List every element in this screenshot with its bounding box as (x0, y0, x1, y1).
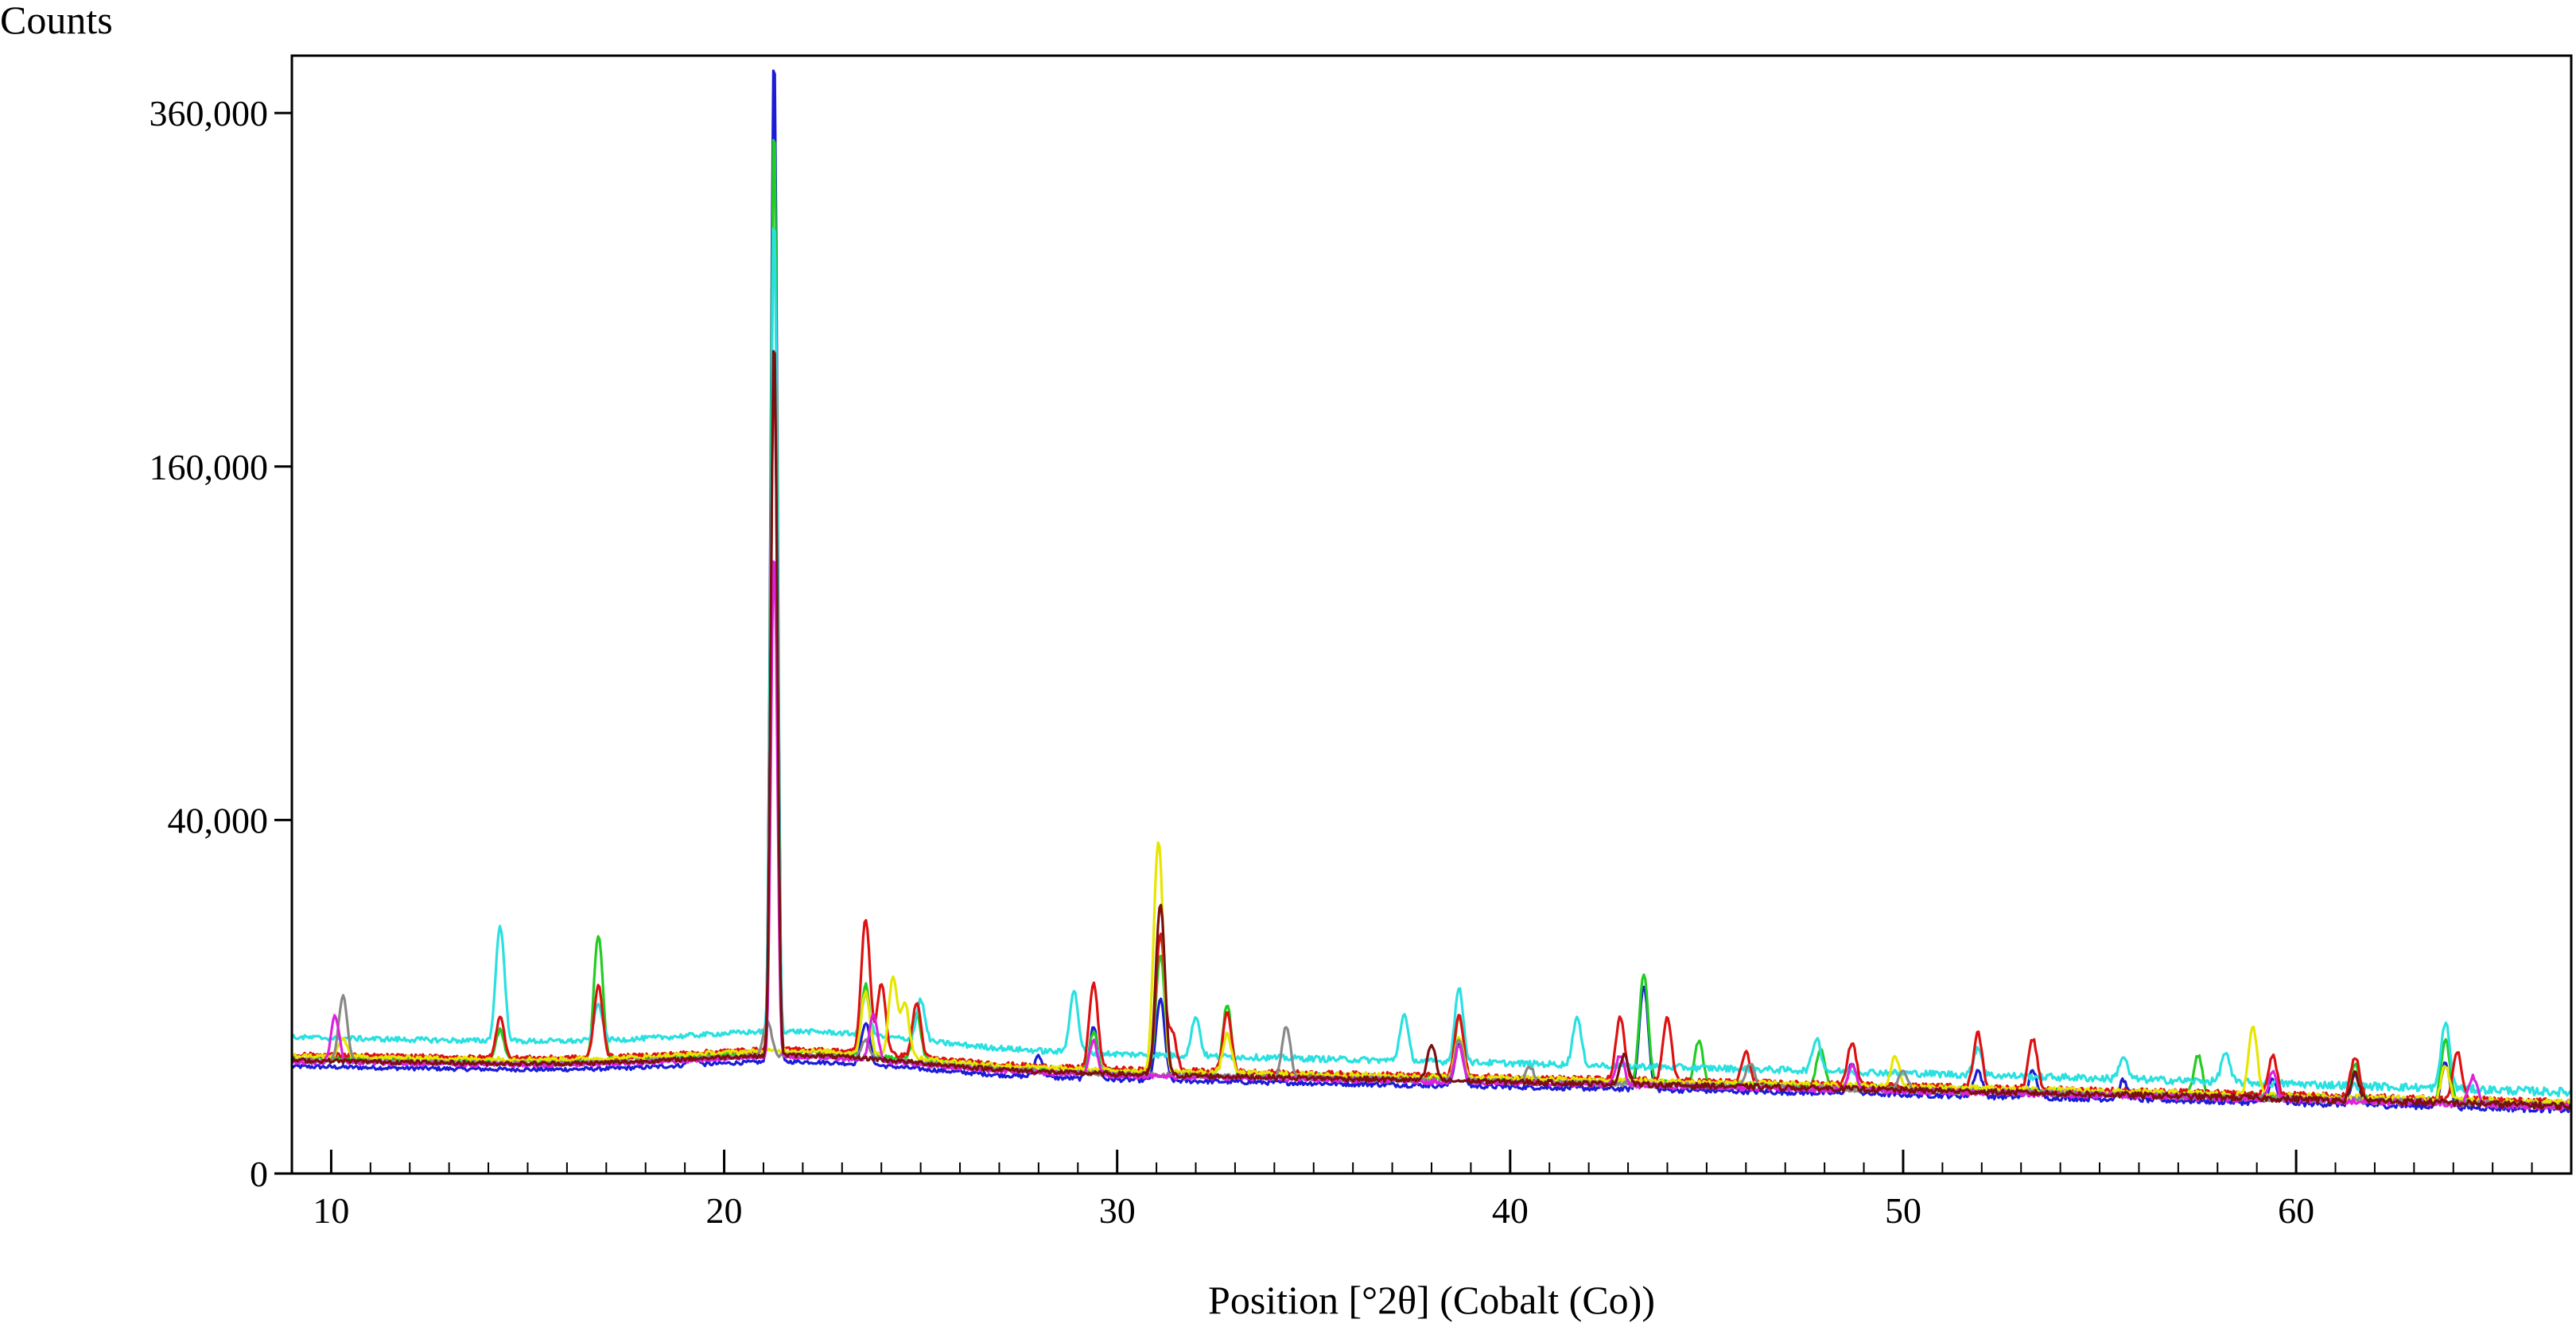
x-minor-ticks (291, 1162, 2572, 1174)
series-line (290, 350, 2573, 1111)
y-tick-label: 160,000 (150, 447, 269, 487)
series-layer (290, 69, 2573, 1114)
y-tick-label: 0 (250, 1154, 268, 1194)
y-axis-title: Counts (0, 0, 113, 42)
x-tick-label: 40 (1492, 1190, 1529, 1231)
x-tick-label: 60 (2278, 1190, 2314, 1231)
y-tick-label: 40,000 (168, 800, 269, 840)
x-tick-label: 10 (313, 1190, 349, 1231)
x-tick-label: 50 (1885, 1190, 1921, 1231)
y-axis-ticks: 0 40,000 160,000 360,000 (150, 93, 292, 1194)
series-line (291, 841, 2573, 1108)
y-tick-label: 360,000 (150, 93, 269, 134)
x-tick-label: 30 (1099, 1190, 1136, 1231)
series-line (290, 227, 2573, 1098)
plot-background (292, 56, 2571, 1174)
x-axis-ticks: 10 20 30 40 50 60 (313, 1150, 2314, 1231)
x-tick-label: 20 (706, 1190, 743, 1231)
x-axis-title: Position [°2θ] (Cobalt (Co)) (1208, 1278, 1655, 1322)
